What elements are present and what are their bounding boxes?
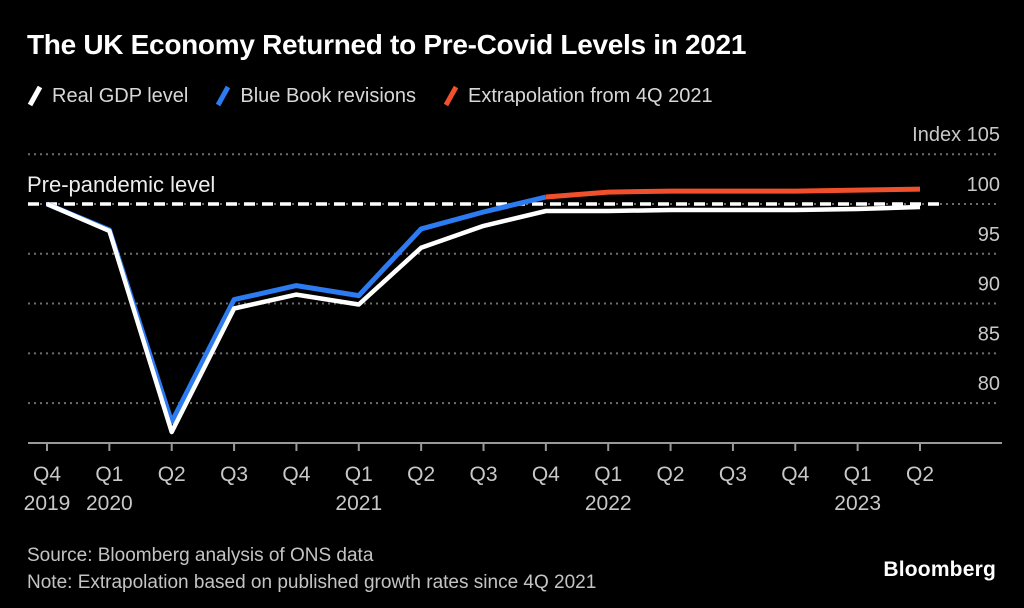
x-tick-label: Q2	[407, 463, 435, 486]
x-year-label: 2022	[585, 492, 632, 515]
x-tick-label: Q4	[532, 463, 560, 486]
legend-item-blue-book: Blue Book revisions	[215, 84, 416, 108]
y-tick-label: Index 105	[912, 124, 1000, 146]
x-tick-label: Q4	[33, 463, 61, 486]
legend-item-real-gdp: Real GDP level	[27, 84, 188, 108]
y-tick-label: 80	[978, 373, 1000, 395]
y-tick-label: 100	[967, 174, 1000, 196]
series-line-real-gdp-level	[46, 201, 921, 435]
y-tick-label: 85	[978, 323, 1000, 345]
x-tick-label: Q1	[594, 463, 622, 486]
x-tick-label: Q4	[282, 463, 310, 486]
legend-label-extrapolation: Extrapolation from 4Q 2021	[468, 84, 713, 107]
chart-legend: Real GDP level Blue Book revisions Extra…	[27, 84, 713, 108]
white-slash-icon	[27, 85, 43, 107]
x-tick-label: Q3	[719, 463, 747, 486]
x-tick-label: Q4	[781, 463, 809, 486]
x-tick-label: Q3	[469, 463, 497, 486]
x-year-label: 2023	[834, 492, 881, 515]
chart-title: The UK Economy Returned to Pre-Covid Lev…	[27, 29, 747, 60]
x-tick-label: Q1	[95, 463, 123, 486]
orange-slash-icon	[443, 85, 459, 107]
x-tick-label: Q1	[345, 463, 373, 486]
x-tick-label: Q3	[220, 463, 248, 486]
source-note: Source: Bloomberg analysis of ONS data	[27, 545, 374, 566]
pre-pandemic-annotation: Pre-pandemic level	[27, 172, 216, 197]
bloomberg-logo: Bloomberg	[883, 558, 996, 581]
series-line-extrapolation-from-4q-2021	[545, 186, 921, 200]
y-tick-label: 95	[978, 224, 1000, 246]
x-year-label: 2019	[24, 492, 71, 515]
legend-item-extrapolation: Extrapolation from 4Q 2021	[443, 84, 713, 108]
x-tick-label: Q2	[657, 463, 685, 486]
legend-label-blue-book: Blue Book revisions	[240, 84, 417, 107]
x-tick-label: Q2	[158, 463, 186, 486]
extrapolation-note: Note: Extrapolation based on published g…	[27, 572, 597, 593]
x-tick-label: Q2	[906, 463, 934, 486]
x-year-label: 2021	[335, 492, 382, 515]
legend-label-real-gdp: Real GDP level	[52, 84, 189, 107]
x-year-label: 2020	[86, 492, 133, 515]
y-tick-label: 90	[978, 274, 1000, 296]
x-tick-label: Q1	[844, 463, 872, 486]
blue-slash-icon	[216, 85, 231, 107]
